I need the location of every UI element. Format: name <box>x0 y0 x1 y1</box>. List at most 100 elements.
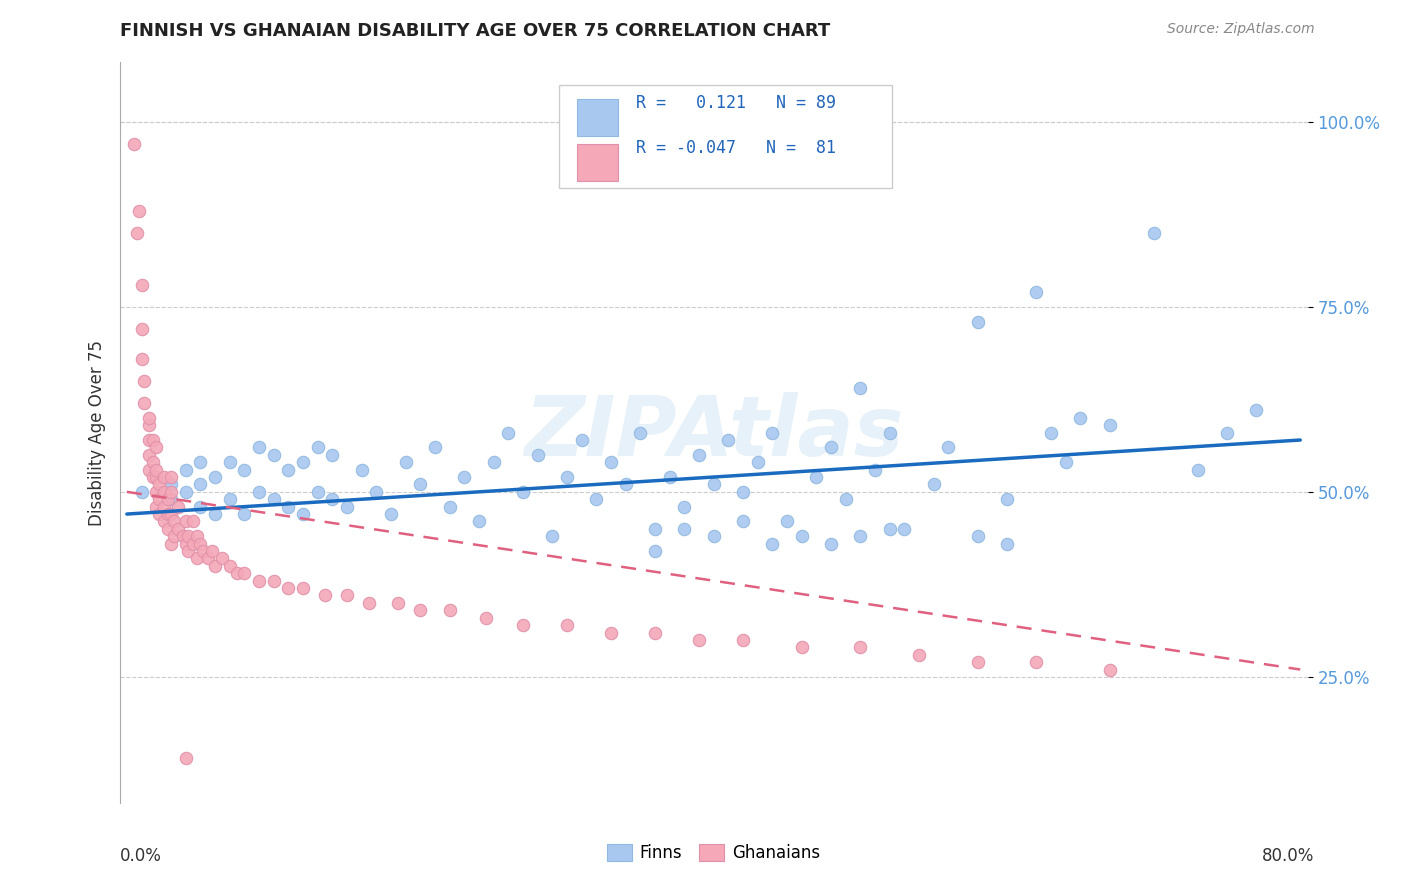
Point <box>966 529 988 543</box>
Point <box>1025 655 1047 669</box>
Point <box>731 484 754 499</box>
Point <box>599 625 621 640</box>
Point <box>218 492 240 507</box>
Point <box>225 566 247 581</box>
Point <box>1098 418 1121 433</box>
Point <box>188 500 211 514</box>
Point <box>201 544 224 558</box>
Y-axis label: Disability Age Over 75: Disability Age Over 75 <box>87 340 105 525</box>
Point <box>849 381 872 395</box>
Point <box>263 448 285 462</box>
Point <box>761 425 783 440</box>
Point <box>233 566 256 581</box>
Point <box>188 477 211 491</box>
Point <box>688 632 710 647</box>
Point <box>127 226 149 240</box>
Point <box>160 484 183 499</box>
Point <box>806 470 828 484</box>
Point <box>211 551 233 566</box>
Point <box>380 507 402 521</box>
Point <box>145 441 167 455</box>
Point <box>644 544 666 558</box>
Point <box>177 544 200 558</box>
Point <box>188 536 211 550</box>
Point <box>156 507 179 521</box>
Point <box>995 492 1018 507</box>
Point <box>571 433 593 447</box>
Point <box>174 462 197 476</box>
Point <box>152 470 174 484</box>
Point <box>163 529 186 543</box>
Point <box>181 536 204 550</box>
Point <box>834 492 856 507</box>
Point <box>181 515 204 529</box>
Point <box>138 448 160 462</box>
Point <box>277 500 299 514</box>
Text: Source: ZipAtlas.com: Source: ZipAtlas.com <box>1167 22 1315 37</box>
Point <box>197 551 219 566</box>
Point <box>145 462 167 476</box>
Point <box>468 515 491 529</box>
Point <box>131 351 153 366</box>
Point <box>145 500 167 514</box>
Point <box>702 477 725 491</box>
Point <box>233 462 256 476</box>
Point <box>156 492 179 507</box>
Point <box>138 462 160 476</box>
Point <box>482 455 505 469</box>
Point <box>966 314 988 328</box>
Point <box>555 618 578 632</box>
Point <box>263 574 285 588</box>
Point <box>131 322 153 336</box>
Point <box>204 470 226 484</box>
Point <box>336 500 359 514</box>
Point <box>541 529 564 543</box>
Point <box>263 492 285 507</box>
Point <box>247 441 270 455</box>
Point <box>350 462 373 476</box>
Point <box>702 529 725 543</box>
Point <box>160 507 183 521</box>
Point <box>747 455 769 469</box>
Point <box>731 515 754 529</box>
Point <box>1216 425 1239 440</box>
Point <box>387 596 409 610</box>
Point <box>167 500 190 514</box>
Point <box>160 470 183 484</box>
Point <box>134 396 156 410</box>
Point <box>673 522 696 536</box>
Point <box>291 581 314 595</box>
Point <box>138 418 160 433</box>
Point <box>614 477 637 491</box>
Point <box>160 477 183 491</box>
Bar <box>576 99 619 136</box>
Point <box>1098 663 1121 677</box>
Point <box>599 455 621 469</box>
Point <box>409 603 432 617</box>
Point <box>321 492 343 507</box>
Point <box>512 484 534 499</box>
Point <box>820 536 842 550</box>
Point <box>673 500 696 514</box>
Point <box>204 507 226 521</box>
Point <box>131 277 153 292</box>
Point <box>131 484 153 499</box>
Point <box>922 477 945 491</box>
Point <box>644 625 666 640</box>
Point <box>423 441 446 455</box>
Point <box>247 484 270 499</box>
Point <box>145 470 167 484</box>
Point <box>174 484 197 499</box>
Point <box>291 455 314 469</box>
Text: ZIPAtlas: ZIPAtlas <box>524 392 903 473</box>
Point <box>145 470 167 484</box>
Point <box>439 603 461 617</box>
Point <box>188 455 211 469</box>
Point <box>731 632 754 647</box>
Bar <box>576 144 619 181</box>
Point <box>849 640 872 655</box>
Point <box>174 515 197 529</box>
Point <box>177 529 200 543</box>
Point <box>936 441 959 455</box>
Point <box>1054 455 1077 469</box>
